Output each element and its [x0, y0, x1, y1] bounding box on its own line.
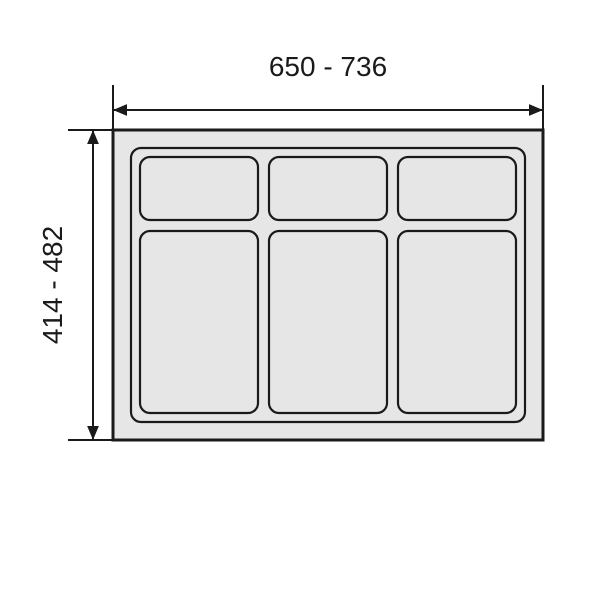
compartment-bottom-2 [398, 231, 516, 413]
height-label: 414 - 482 [37, 226, 68, 344]
dimension-diagram: 650 - 736 414 - 482 [0, 0, 600, 600]
compartment-bottom-0 [140, 231, 258, 413]
compartment-top-2 [398, 157, 516, 220]
compartment-bottom-1 [269, 231, 387, 413]
compartment-top-0 [140, 157, 258, 220]
width-label: 650 - 736 [269, 51, 387, 82]
compartment-top-1 [269, 157, 387, 220]
